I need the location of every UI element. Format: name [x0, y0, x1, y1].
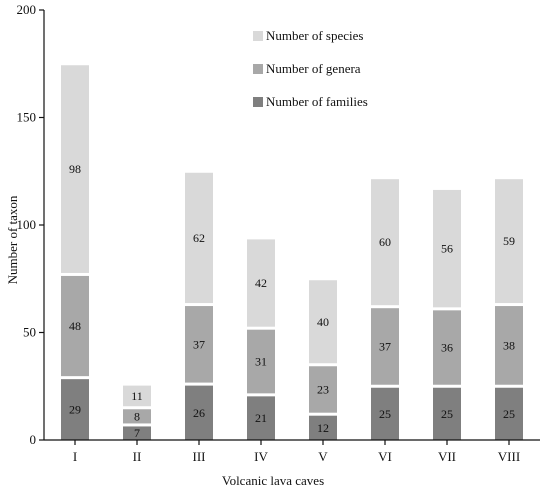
data-label: 60: [379, 235, 391, 249]
bar-VI-number-of-genera: [371, 308, 399, 385]
data-label: 31: [255, 355, 267, 369]
bar-IV-number-of-genera: [247, 329, 275, 394]
x-axis-title: Volcanic lava caves: [222, 473, 324, 488]
data-label: 40: [317, 315, 329, 329]
bar-VII-number-of-genera: [433, 310, 461, 385]
x-tick-label: II: [133, 449, 142, 464]
bar-II-number-of-genera: [123, 409, 151, 424]
data-label: 48: [69, 319, 81, 333]
legend-swatch: [253, 31, 263, 41]
x-tick-label: III: [193, 449, 206, 464]
bar-V-number-of-families: [309, 415, 337, 440]
bar-I-number-of-families: [61, 379, 89, 440]
data-label: 25: [441, 407, 453, 421]
y-tick-label: 0: [30, 432, 37, 447]
bar-VII-number-of-species: [433, 189, 461, 308]
bar-II-number-of-species: [123, 385, 151, 407]
x-tick-label: VIII: [498, 449, 520, 464]
data-label: 23: [317, 382, 329, 396]
data-label: 12: [317, 421, 329, 435]
legend-label: Number of families: [266, 94, 368, 109]
data-label: 21: [255, 411, 267, 425]
data-label: 37: [193, 337, 205, 351]
plot-area: 29 48 98 7 8 11 26 37 62 21 31 42 12 23 40 25 37 60 25 36 56…: [61, 65, 523, 440]
x-axis: I II III IV V VI VII VIII: [44, 439, 540, 464]
bar-III-number-of-species: [185, 172, 213, 304]
x-tick-label: VII: [438, 449, 456, 464]
y-axis: 0 50 100 150 200: [17, 2, 45, 447]
bar-III-number-of-genera: [185, 306, 213, 383]
bar-VIII-number-of-species: [495, 179, 523, 304]
bar-VI-number-of-species: [371, 179, 399, 306]
data-label: 42: [255, 276, 267, 290]
legend-label: Number of genera: [266, 61, 361, 76]
data-label: 36: [441, 341, 453, 355]
bar-VIII-number-of-families: [495, 387, 523, 440]
bar-VI-number-of-families: [371, 387, 399, 440]
x-tick-label: V: [318, 449, 328, 464]
data-label: 62: [193, 231, 205, 245]
bar-V-number-of-genera: [309, 366, 337, 413]
data-label: 7: [134, 426, 140, 440]
bar-II-number-of-families: [123, 426, 151, 440]
bar-III-number-of-families: [185, 385, 213, 440]
bar-I-number-of-species: [61, 65, 89, 273]
bar-I-number-of-genera: [61, 275, 89, 377]
legend-swatch: [253, 97, 263, 107]
data-label: 56: [441, 242, 453, 256]
y-axis-title: Number of taxon: [5, 195, 20, 284]
data-label: 29: [69, 403, 81, 417]
data-label: 8: [134, 409, 140, 423]
x-tick-label: VI: [378, 449, 392, 464]
data-label: 11: [131, 389, 143, 403]
data-label: 25: [379, 407, 391, 421]
data-label: 26: [193, 406, 205, 420]
data-label: 59: [503, 234, 515, 248]
legend-label: Number of species: [266, 28, 363, 43]
y-tick-label: 100: [17, 217, 37, 232]
bar-IV-number-of-families: [247, 396, 275, 440]
data-label: 38: [503, 338, 515, 352]
legend: Number of species Number of genera Number …: [253, 28, 368, 109]
bar-VII-number-of-families: [433, 387, 461, 440]
bar-V-number-of-species: [309, 280, 337, 364]
data-label: 98: [69, 162, 81, 176]
y-tick-label: 200: [17, 2, 37, 17]
bar-VIII-number-of-genera: [495, 306, 523, 385]
y-tick-label: 50: [23, 325, 36, 340]
data-label: 37: [379, 339, 391, 353]
y-tick-label: 150: [17, 110, 37, 125]
legend-swatch: [253, 64, 263, 74]
x-tick-label: I: [73, 449, 77, 464]
bar-IV-number-of-species: [247, 239, 275, 327]
data-label: 25: [503, 407, 515, 421]
x-tick-label: IV: [254, 449, 268, 464]
